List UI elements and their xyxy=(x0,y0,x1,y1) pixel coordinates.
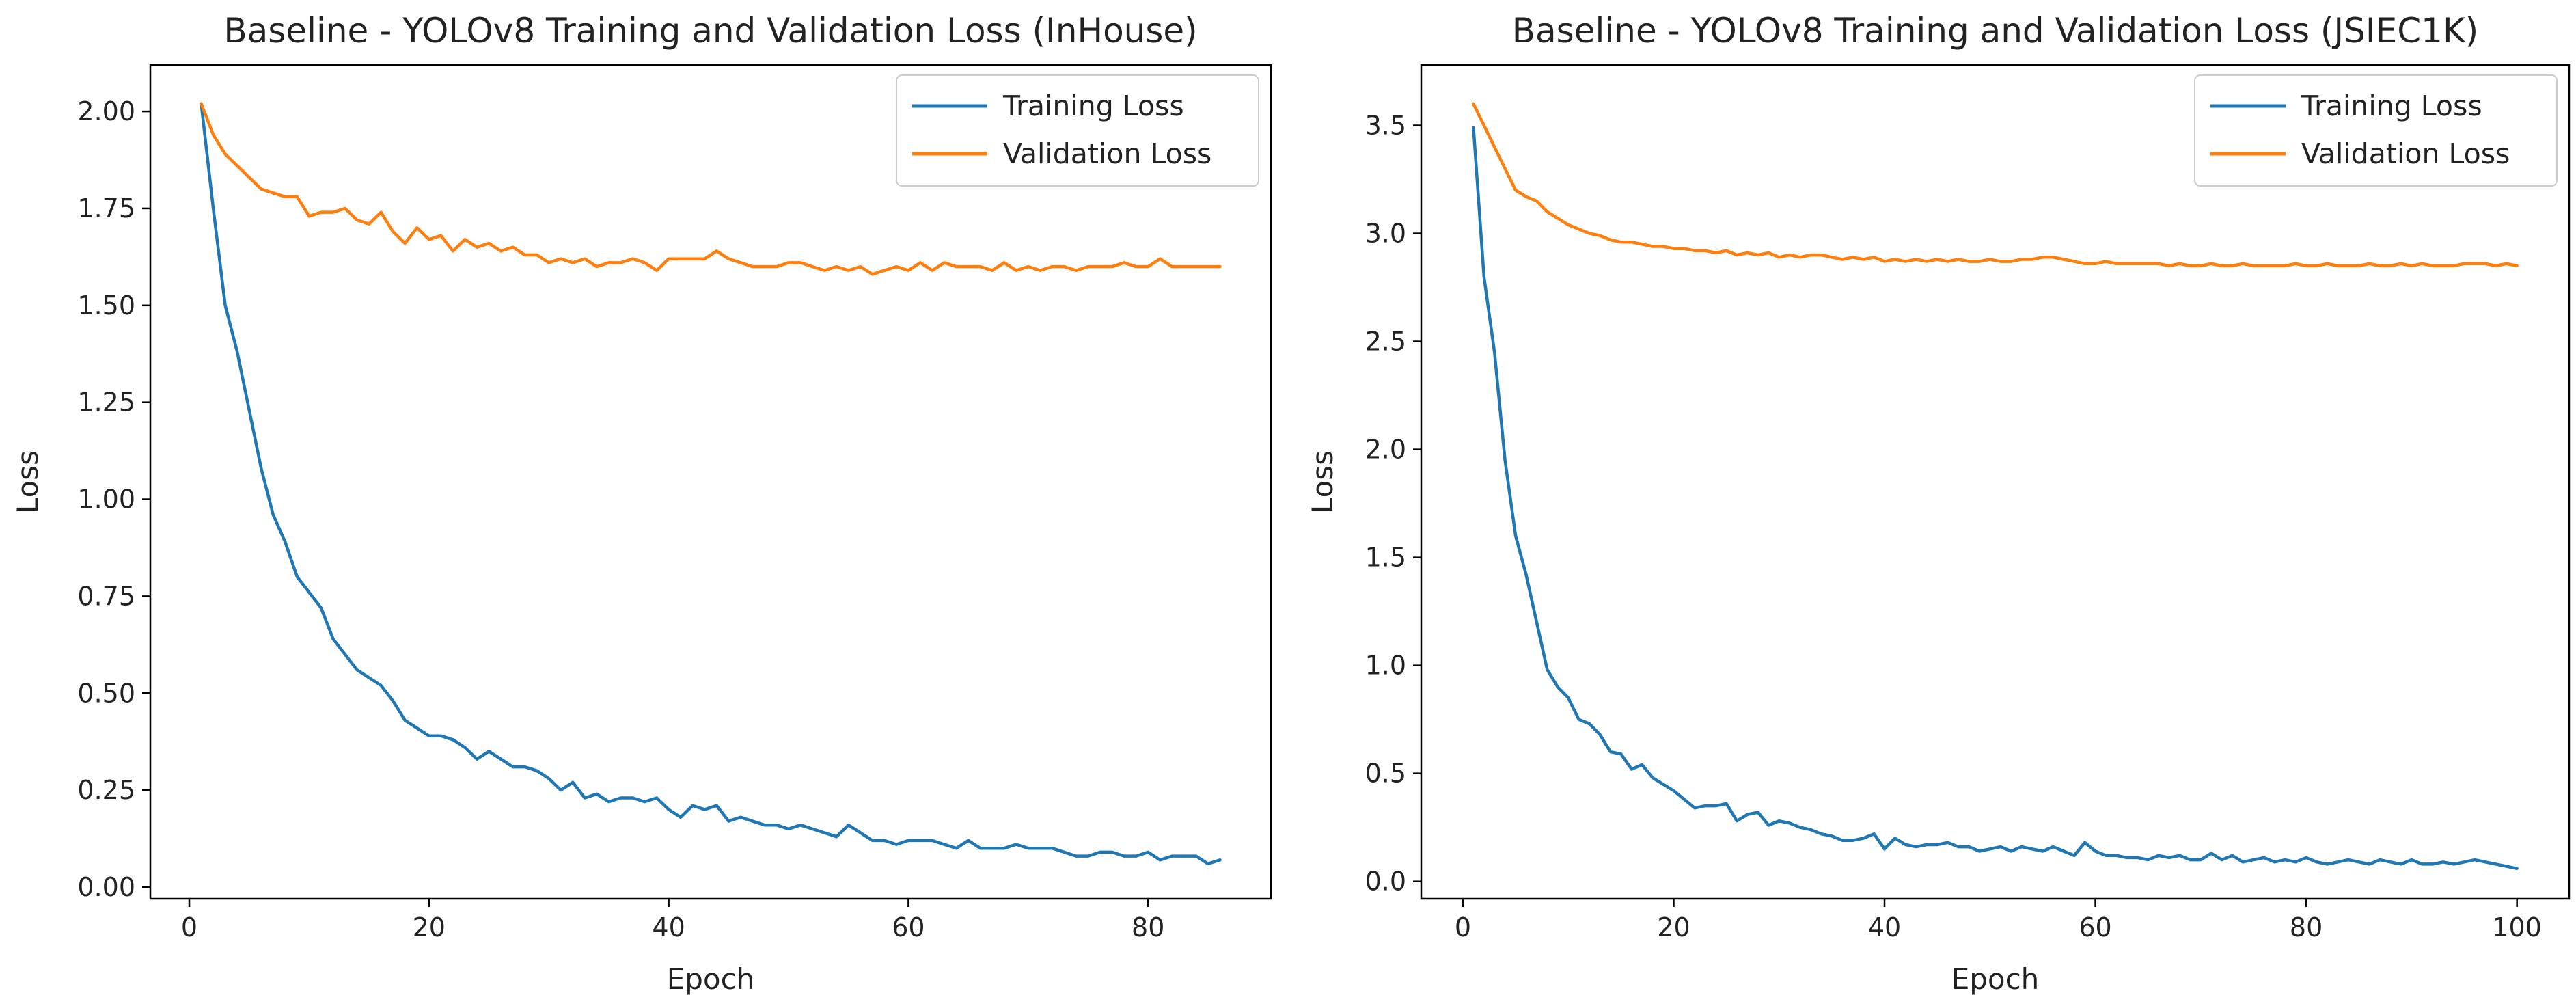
y-tick-label: 3.0 xyxy=(1365,219,1406,249)
y-tick-label: 2.00 xyxy=(77,96,135,126)
y-tick-label: 3.5 xyxy=(1365,110,1406,140)
x-tick-label: 80 xyxy=(1132,912,1164,942)
legend-box xyxy=(2194,74,2558,187)
chart-title: Baseline - YOLOv8 Training and Validatio… xyxy=(1512,11,2479,51)
y-tick-label: 0.50 xyxy=(77,678,135,708)
y-tick-label: 2.0 xyxy=(1365,435,1406,465)
x-tick-label: 60 xyxy=(2079,912,2111,942)
training-loss-line xyxy=(200,102,1222,866)
x-tick-label: 80 xyxy=(2290,912,2322,942)
x-tick-label: 60 xyxy=(892,912,924,942)
plot-area xyxy=(200,102,1222,866)
plot-frame xyxy=(149,64,1272,900)
x-tick-label: 40 xyxy=(652,912,685,942)
plot-frame xyxy=(1420,64,2571,900)
y-tick-label: 1.5 xyxy=(1365,543,1406,573)
legend-label-validation: Validation Loss xyxy=(1003,137,1211,170)
legend: Training Loss Validation Loss xyxy=(896,74,1259,187)
x-tick-label: 40 xyxy=(1868,912,1901,942)
training-loss-line xyxy=(1472,126,2519,871)
chart-title: Baseline - YOLOv8 Training and Validatio… xyxy=(223,11,1197,51)
y-tick-label: 0.75 xyxy=(77,581,135,611)
legend-box xyxy=(896,74,1259,187)
legend-label-validation: Validation Loss xyxy=(2301,137,2510,170)
y-tick-label: 0.00 xyxy=(77,872,135,902)
y-tick-label: 1.50 xyxy=(77,290,135,321)
y-tick-label: 0.5 xyxy=(1365,759,1406,789)
y-tick-label: 1.0 xyxy=(1365,651,1406,681)
inhouse-loss-chart: Baseline - YOLOv8 Training and Validatio… xyxy=(11,11,1272,996)
y-axis-label: Loss xyxy=(11,450,44,513)
legend-label-training: Training Loss xyxy=(1002,90,1184,122)
x-tick-label: 0 xyxy=(1455,912,1471,942)
legend: Training Loss Validation Loss xyxy=(2194,74,2558,187)
y-tick-label: 1.00 xyxy=(77,485,135,515)
y-tick-label: 1.25 xyxy=(77,388,135,418)
x-tick-label: 20 xyxy=(413,912,446,942)
legend-label-training: Training Loss xyxy=(2301,90,2482,122)
jsiec1k-loss-chart: Baseline - YOLOv8 Training and Validatio… xyxy=(1306,11,2571,996)
x-axis-label: Epoch xyxy=(1951,962,2040,996)
y-tick-label: 0.25 xyxy=(77,775,135,805)
y-axis-label: Loss xyxy=(1306,450,1339,513)
y-tick-label: 0.0 xyxy=(1365,867,1406,897)
x-tick-label: 20 xyxy=(1657,912,1690,942)
validation-loss-line xyxy=(200,102,1222,276)
y-tick-label: 2.5 xyxy=(1365,327,1406,357)
plot-area xyxy=(1472,102,2519,871)
validation-loss-line xyxy=(1472,102,2519,268)
x-axis-label: Epoch xyxy=(667,962,755,996)
y-tick-label: 1.75 xyxy=(77,193,135,223)
axis-ticks: 0 20 40 60 80 100 0.0 0.5 1.0 1.5 2.0 2.5 3.0 3.5 xyxy=(1365,110,2542,942)
x-tick-label: 100 xyxy=(2492,912,2542,942)
axis-ticks: 0 20 40 60 80 0.00 0.25 0.50 0.75 1.00 1.25 1.50 1.7… xyxy=(77,96,1164,942)
x-tick-label: 0 xyxy=(181,912,197,942)
